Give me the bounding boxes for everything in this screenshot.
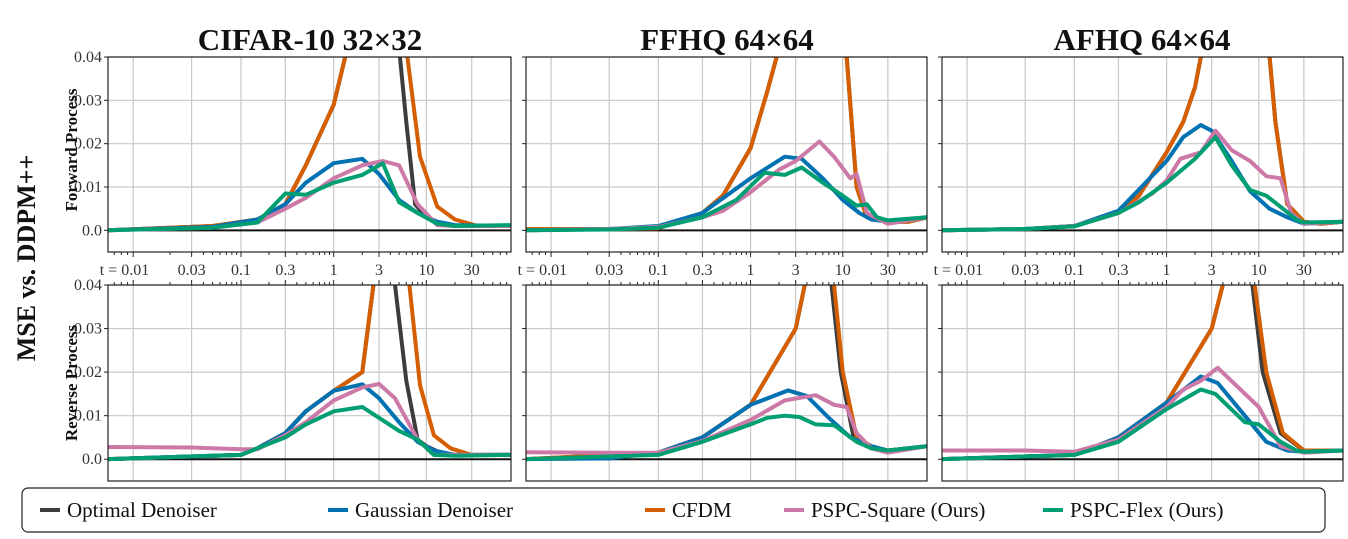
panel-1: 0.0 0.01 0.02 0.03 0.04 t = 0.01 0.03 0.1 0.3 1 3 1…	[74, 49, 512, 279]
series-line-pspc-flex-ours	[942, 387, 1343, 462]
series-line-cfdm	[108, 285, 511, 462]
axes-frame	[525, 56, 928, 253]
series-group	[108, 57, 511, 233]
legend-item: Optimal Denoiser	[40, 498, 217, 522]
legend-item: PSPC-Square (Ours)	[784, 498, 985, 522]
axes-frame	[107, 56, 512, 253]
x-tick-label: 30	[880, 262, 896, 279]
y-tick-label: 0.02	[74, 136, 102, 153]
legend-item: CFDM	[645, 498, 732, 522]
x-tick-label: 30	[1296, 262, 1312, 279]
panels: 0.00.010.020.030.04t = 0.01 0.03 0.1 0.3 1 3 1…	[74, 49, 1344, 482]
y-tick-label: 0.03	[74, 321, 102, 338]
panel-5	[522, 280, 928, 482]
y-tick-label: 0.0	[82, 451, 102, 468]
column-title-afhq: AFHQ 64×64	[1054, 22, 1231, 57]
x-tick-label: 10	[418, 262, 434, 279]
legend-label: Gaussian Denoiser	[355, 498, 513, 522]
legend-label: PSPC-Square (Ours)	[811, 498, 985, 522]
series-line-pspc-flex-ours	[108, 405, 511, 462]
y-tick-label: 0.0	[82, 222, 102, 239]
series-group	[942, 57, 1343, 233]
column-title-ffhq: FFHQ 64×64	[640, 22, 814, 57]
x-tick-label: t = 0.01	[518, 262, 567, 279]
legend: Optimal Denoiser Gaussian Denoiser CFDM PSP…	[21, 487, 1326, 533]
x-tick-label: 3	[375, 262, 383, 279]
x-tick-label: 1	[1163, 262, 1171, 279]
x-tick-label: 1	[747, 262, 755, 279]
x-tick-label: 0.3	[1108, 262, 1128, 279]
x-tick-label: 10	[835, 262, 851, 279]
x-tick-label: 0.1	[648, 262, 668, 279]
x-tick-label: t = 0.01	[100, 262, 149, 279]
x-tick-label: 0.03	[178, 262, 206, 279]
legend-label: CFDM	[672, 498, 732, 522]
series-line-pspc-flex-ours	[526, 413, 927, 462]
row-label-reverse: Reverse Process	[62, 324, 81, 441]
panel-3: t = 0.01 0.03 0.1 0.3 1 3 10 30	[934, 56, 1344, 279]
x-tick-label: 3	[792, 262, 800, 279]
y-axis-label: MSE vs. DDPM++	[12, 155, 41, 362]
panel-6	[938, 280, 1344, 482]
x-tick-label: 0.03	[1011, 262, 1039, 279]
series-line-pspc-square-ours	[108, 381, 511, 457]
legend-box	[21, 487, 1326, 533]
x-tick-label: 30	[464, 262, 480, 279]
panel-2: t = 0.01 0.03 0.1 0.3 1 3 10 30	[518, 56, 928, 279]
y-tick-label: 0.04	[74, 49, 102, 66]
series-line-gaussian-denoiser	[526, 388, 927, 462]
y-tick-label: 0.04	[74, 277, 102, 294]
axes-frame	[941, 284, 1344, 482]
legend-label: PSPC-Flex (Ours)	[1070, 498, 1223, 522]
axes-frame	[107, 284, 512, 482]
series-group	[942, 285, 1343, 462]
x-tick-label: 0.03	[595, 262, 623, 279]
series-line-pspc-square-ours	[942, 365, 1343, 455]
y-tick-label: 0.02	[74, 364, 102, 381]
panel-4: 0.0 0.01 0.02 0.03 0.04	[74, 277, 512, 482]
x-tick-label: 0.3	[275, 262, 295, 279]
axes-frame	[941, 56, 1344, 253]
series-line-pspc-flex-ours	[942, 135, 1343, 233]
series-line-pspc-flex-ours	[108, 161, 511, 233]
series-group	[526, 57, 927, 233]
legend-label: Optimal Denoiser	[67, 498, 217, 522]
legend-item: PSPC-Flex (Ours)	[1043, 498, 1223, 522]
y-tick-label: 0.01	[74, 408, 102, 425]
x-tick-label: 0.3	[692, 262, 712, 279]
x-tick-label: t = 0.01	[934, 262, 983, 279]
x-tick-label: 0.1	[1064, 262, 1084, 279]
series-group	[526, 285, 927, 462]
x-tick-label: 0.1	[231, 262, 251, 279]
series-group	[108, 285, 511, 462]
legend-item: Gaussian Denoiser	[328, 498, 513, 522]
series-line-pspc-flex-ours	[526, 165, 927, 233]
x-tick-label: 1	[330, 262, 338, 279]
y-tick-label: 0.03	[74, 92, 102, 109]
column-title-cifar: CIFAR-10 32×32	[198, 22, 423, 57]
row-label-forward: Forward Process	[62, 88, 81, 211]
y-tick-label: 0.01	[74, 179, 102, 196]
x-tick-label: 10	[1251, 262, 1267, 279]
x-tick-label: 3	[1208, 262, 1216, 279]
axes-frame	[525, 284, 928, 482]
